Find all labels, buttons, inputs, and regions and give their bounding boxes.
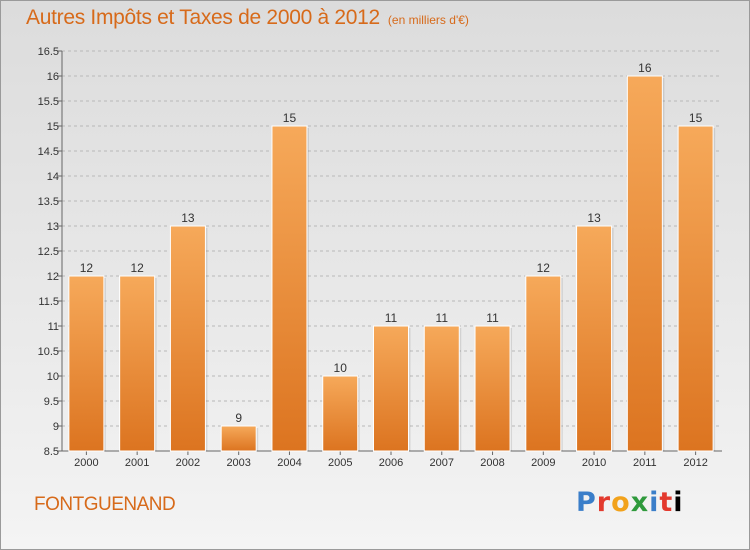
bars [68, 75, 716, 452]
bar [677, 125, 714, 452]
bar [271, 125, 308, 452]
x-tick-label: 2005 [328, 457, 352, 469]
logo-letter: x [630, 487, 650, 518]
x-tick-label: 2002 [176, 457, 200, 469]
data-label: 13 [181, 211, 195, 225]
bar [576, 225, 613, 452]
town-name: FONTGUENAND [34, 494, 176, 515]
y-tick-label: 15 [47, 121, 59, 133]
x-tick-label: 2003 [226, 457, 250, 469]
logo-letter: P [576, 487, 597, 518]
bar [68, 275, 105, 452]
bar [322, 375, 359, 452]
y-tick-label: 8.5 [44, 446, 59, 458]
y-tick-label: 12.5 [38, 246, 59, 258]
bar [169, 225, 206, 452]
bar [423, 325, 460, 452]
x-tick-label: 2006 [379, 457, 403, 469]
logo-letter: i [649, 487, 660, 518]
y-tick-label: 14 [47, 171, 59, 183]
x-tick-label: 2011 [633, 457, 657, 469]
y-tick-label: 16 [47, 71, 59, 83]
y-tick-label: 10.5 [38, 346, 59, 358]
data-label: 13 [587, 211, 601, 225]
y-tick-label: 11 [48, 321, 59, 333]
chart-title-text: Autres Impôts et Taxes de 2000 à 2012 [26, 6, 380, 29]
chart-unit: (en milliers d'€) [387, 13, 469, 27]
bar [119, 275, 156, 452]
data-label: 12 [80, 261, 94, 275]
axes: 8.599.51010.51111.51212.51313.51414.5151… [38, 46, 722, 469]
data-label: 11 [486, 311, 499, 325]
logo-letter: t [659, 487, 674, 518]
x-tick-label: 2004 [277, 457, 301, 469]
data-label: 9 [235, 411, 242, 425]
data-label: 15 [283, 111, 297, 125]
data-label: 12 [130, 261, 144, 275]
data-label: 10 [334, 361, 348, 375]
bar [220, 425, 257, 452]
bar [525, 275, 562, 452]
bar [373, 325, 409, 452]
y-tick-label: 9 [53, 421, 59, 433]
data-label: 11 [436, 311, 449, 325]
y-tick-label: 14.5 [38, 146, 59, 158]
y-tick-label: 13 [47, 221, 59, 233]
proxiti-logo: Proxiti [576, 487, 684, 518]
data-label: 11 [385, 311, 398, 325]
x-tick-label: 2009 [531, 457, 555, 469]
data-label: 12 [537, 261, 551, 275]
x-tick-label: 2010 [582, 457, 606, 469]
logo-letter: r [596, 487, 612, 518]
bar [626, 75, 663, 452]
x-tick-label: 2012 [683, 457, 707, 469]
y-tick-label: 11.5 [38, 296, 59, 308]
x-tick-label: 2001 [125, 457, 149, 469]
y-tick-label: 9.5 [44, 396, 59, 408]
bar [474, 325, 511, 452]
logo-letter: i [673, 487, 684, 518]
data-labels: 12 12 13 9 15 10 11 11 11 12 13 16 15 [80, 61, 703, 425]
chart-title: Autres Impôts et Taxes de 2000 à 2012 (en… [26, 6, 469, 30]
y-tick-label: 12 [47, 271, 59, 283]
y-tick-label: 13.5 [38, 196, 59, 208]
x-tick-label: 2007 [430, 457, 454, 469]
x-tick-label: 2000 [74, 457, 98, 469]
data-label: 15 [689, 111, 703, 125]
y-tick-label: 10 [47, 371, 59, 383]
data-label: 16 [638, 61, 652, 75]
logo-letter: o [611, 487, 631, 518]
y-tick-label: 15.5 [38, 96, 59, 108]
y-tick-label: 16.5 [38, 46, 59, 58]
x-tick-label: 2008 [480, 457, 504, 469]
